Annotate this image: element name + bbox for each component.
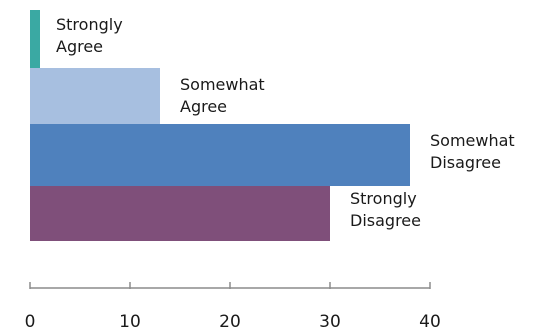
category-label-line: Strongly: [350, 189, 417, 208]
category-label-line: Agree: [180, 97, 227, 116]
x-tick-label: 0: [25, 312, 36, 330]
category-label-line: Somewhat: [430, 131, 515, 150]
category-label-line: Agree: [56, 37, 103, 56]
x-tick-label: 10: [119, 312, 141, 330]
category-label-line: Somewhat: [180, 75, 265, 94]
category-label-somewhat-agree: Somewhat Agree: [180, 75, 265, 116]
bar-somewhat-disagree: [30, 124, 410, 186]
x-tick-label: 20: [219, 312, 241, 330]
bars-group: [30, 10, 410, 241]
category-label-strongly-disagree: Strongly Disagree: [350, 189, 421, 230]
category-label-strongly-agree: Strongly Agree: [56, 15, 123, 56]
category-labels-group: Strongly Agree Somewhat Agree Somewhat Disagr…: [56, 15, 515, 230]
bar-strongly-disagree: [30, 186, 330, 241]
category-label-somewhat-disagree: Somewhat Disagree: [430, 131, 515, 172]
category-label-line: Disagree: [350, 211, 421, 230]
x-axis: 0 10 20 30 40: [25, 282, 441, 330]
category-label-line: Disagree: [430, 153, 501, 172]
bar-strongly-agree: [30, 10, 40, 68]
bar-somewhat-agree: [30, 68, 160, 126]
category-label-line: Strongly: [56, 15, 123, 34]
x-tick-label: 40: [419, 312, 441, 330]
x-tick-label: 30: [319, 312, 341, 330]
